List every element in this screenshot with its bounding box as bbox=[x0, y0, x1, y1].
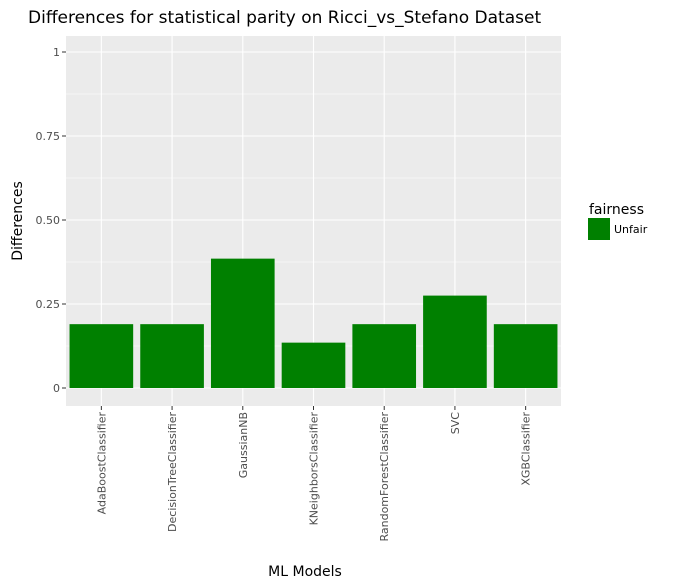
x-tick-label: KNeighborsClassifier bbox=[308, 412, 321, 526]
y-tick-label: 0 bbox=[53, 382, 60, 395]
legend-swatch-unfair bbox=[588, 218, 610, 240]
bar-RandomForestClassifier bbox=[352, 324, 417, 388]
legend-label-unfair: Unfair bbox=[614, 223, 648, 236]
bar-XGBClassifier bbox=[493, 324, 558, 388]
y-axis: 0 0.25 0.50 0.75 1 bbox=[36, 46, 66, 395]
bar-KNeighborsClassifier bbox=[281, 342, 346, 388]
x-tick-label: DecisionTreeClassifier bbox=[166, 412, 179, 532]
x-axis: AdaBoostClassifier DecisionTreeClassifier… bbox=[95, 406, 533, 542]
x-axis-title: ML Models bbox=[268, 564, 342, 580]
chart-title: Differences for statistical parity on Ri… bbox=[28, 8, 541, 28]
bar-AdaBoostClassifier bbox=[69, 324, 134, 388]
x-tick-label: AdaBoostClassifier bbox=[95, 412, 108, 515]
x-tick-label: XGBClassifier bbox=[520, 412, 533, 486]
bar-DecisionTreeClassifier bbox=[140, 324, 204, 388]
y-tick-label: 0.25 bbox=[36, 298, 61, 311]
x-tick-label: GaussianNB bbox=[237, 412, 250, 478]
bar-SVC bbox=[423, 295, 487, 388]
legend-title: fairness bbox=[589, 202, 644, 218]
y-tick-label: 1 bbox=[53, 46, 60, 59]
x-tick-label: SVC bbox=[449, 412, 462, 435]
y-tick-label: 0.75 bbox=[36, 130, 61, 143]
y-axis-title: Differences bbox=[10, 181, 26, 260]
bars bbox=[69, 258, 558, 388]
legend: fairness Unfair bbox=[588, 202, 648, 240]
bar-GaussianNB bbox=[210, 258, 275, 388]
y-tick-label: 0.50 bbox=[36, 214, 61, 227]
x-tick-label: RandomForestClassifier bbox=[378, 412, 391, 542]
